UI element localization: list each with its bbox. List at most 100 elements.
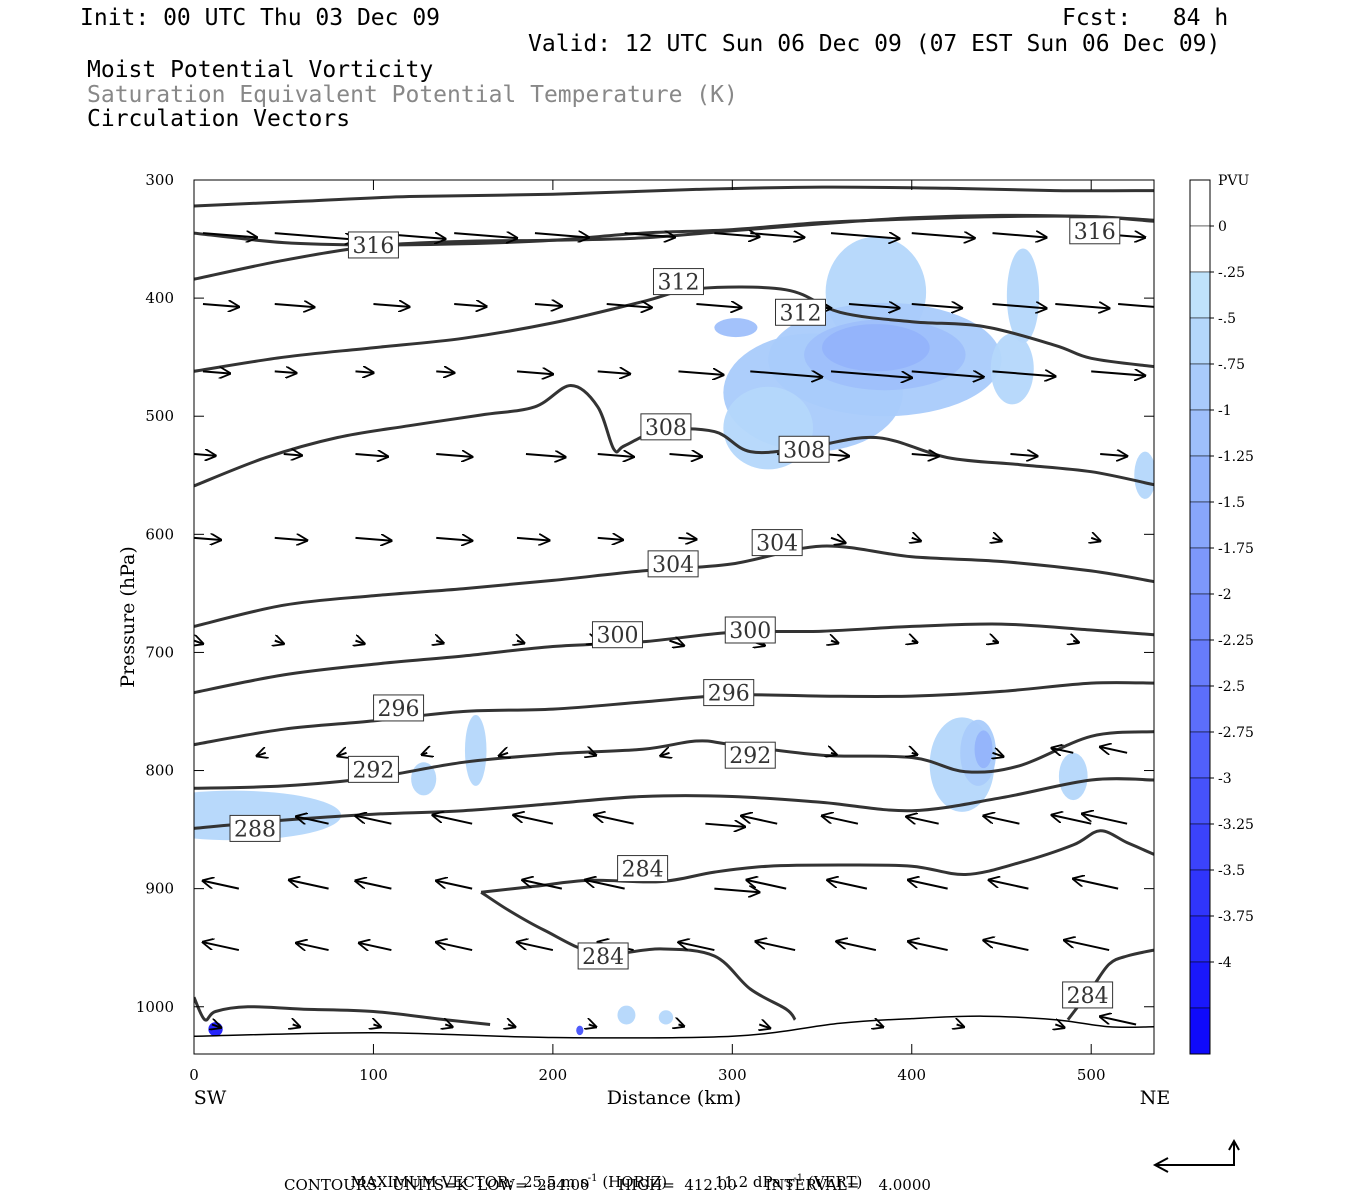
vector-arrow [202, 304, 239, 307]
contour-label-text: 304 [756, 532, 798, 557]
plot-frame [193, 179, 1155, 1055]
colorbar-swatch [1189, 501, 1211, 549]
colorbar-label: -2.25 [1218, 633, 1254, 649]
surface-line [194, 1015, 1154, 1039]
colorbar-swatch [1189, 731, 1211, 779]
contour-info: CONTOURS: UNITS=K LOW= 284.00 HIGH= 412.… [284, 1176, 931, 1194]
vector-arrow [355, 881, 392, 890]
vector-arrow [508, 1024, 515, 1027]
pv-region [617, 1005, 636, 1025]
contour-296 [194, 681, 1154, 747]
x-end-label-right: NE [1140, 1087, 1171, 1109]
contour-label-box [724, 616, 776, 644]
contour-label-box [577, 942, 629, 970]
vector-arrow [830, 233, 899, 238]
vector-arrow [992, 304, 1047, 308]
vector-arrow [822, 816, 859, 825]
vector-arrow [436, 942, 473, 952]
vector-arrow [714, 889, 759, 893]
vector-arrow [993, 641, 998, 643]
vector-arrow [522, 880, 563, 890]
vector-arrow [534, 233, 589, 237]
colorbar-swatch [1189, 639, 1211, 687]
vector-arrow [1073, 879, 1119, 890]
contour-label-box [1069, 217, 1121, 245]
colorbar-swatch [1189, 409, 1211, 457]
vector-arrow [499, 753, 508, 756]
vector-arrow [1082, 814, 1128, 825]
vector-arrow [516, 371, 553, 374]
contour-label-box [703, 679, 755, 707]
vector-arrow [274, 304, 314, 307]
vector-arrow [203, 942, 240, 952]
colorbar-label: -3.25 [1218, 817, 1254, 833]
vector-arrow [445, 1024, 452, 1027]
max-horiz-value: 25.5 m s [522, 1173, 588, 1191]
vector-arrow [525, 454, 565, 457]
vector-arrow [906, 817, 939, 824]
vector-arrow [274, 232, 356, 239]
colorbar-swatch [1189, 363, 1211, 411]
colorbar-swatch [1189, 823, 1211, 871]
contour-label-box [751, 529, 803, 557]
vector-arrow [534, 304, 562, 306]
vector-arrow [759, 1024, 770, 1028]
pv-region [990, 333, 1034, 405]
pv-region [974, 730, 993, 769]
vector-arrow [911, 304, 962, 308]
vector-arrow [876, 1024, 883, 1027]
contour-labels: 316 316 312 312 308 308 304 304 300 300 296 296 292 2… [229, 217, 1121, 1009]
reference-vector-icon [1152, 1138, 1240, 1173]
contour-label-box [775, 298, 827, 326]
vector-arrow [911, 233, 975, 238]
vector-arrow [422, 753, 427, 755]
contour-label-text: 300 [729, 619, 771, 644]
contour-label-box [229, 814, 281, 842]
vector-arrow [283, 454, 302, 455]
colorbar-swatch [1189, 547, 1211, 595]
title-vectors: Circulation Vectors [87, 106, 351, 132]
contour-316 [194, 214, 1154, 247]
pv-region [208, 1022, 223, 1037]
vector-arrow [669, 641, 684, 646]
vector-arrow [911, 371, 984, 377]
vector-arrow [992, 233, 1047, 237]
contour-292 [194, 730, 1154, 790]
vector-arrow [984, 940, 1029, 952]
pv-shading [194, 236, 1154, 1037]
max-horiz-unit: (HORIZ) [602, 1173, 668, 1191]
contour-label-text: 316 [1074, 220, 1116, 245]
vector-arrow [355, 538, 391, 541]
vector-arrow [911, 454, 939, 456]
vector-arrow [606, 304, 652, 308]
vector-arrow [669, 454, 702, 457]
y-tick-label: 300 [145, 171, 174, 189]
pv-region [822, 324, 930, 372]
contour-284 [480, 829, 1154, 894]
vector-arrow [1052, 815, 1092, 825]
colorbar-label: -2.5 [1218, 679, 1245, 695]
vector-arrow [831, 753, 836, 755]
x-tick-label: 100 [359, 1066, 388, 1084]
vector-arrow [194, 538, 221, 540]
vector-arrow [661, 753, 670, 756]
vector-arrow [984, 816, 1020, 825]
colorbar-label: -.5 [1218, 311, 1236, 327]
pv-region [714, 318, 758, 338]
y-tick-label: 1000 [136, 998, 174, 1016]
vector-arrow [274, 371, 297, 373]
pv-region [576, 1025, 584, 1036]
colorbar-swatch [1189, 271, 1211, 319]
vector-arrow [1055, 1024, 1064, 1027]
vector-arrow [1010, 454, 1037, 456]
vector-arrow [992, 371, 1056, 376]
vector-arrow [747, 880, 787, 890]
contour-label-text: 292 [729, 744, 771, 769]
vector-arrow [597, 371, 630, 374]
vector-arrow [912, 753, 917, 755]
colorbar-swatch [1189, 777, 1211, 825]
colorbar-frame [1189, 179, 1211, 1055]
vector-arrow [212, 1024, 221, 1027]
x-tick-label: 0 [189, 1066, 199, 1084]
vector-arrow [957, 1024, 964, 1027]
